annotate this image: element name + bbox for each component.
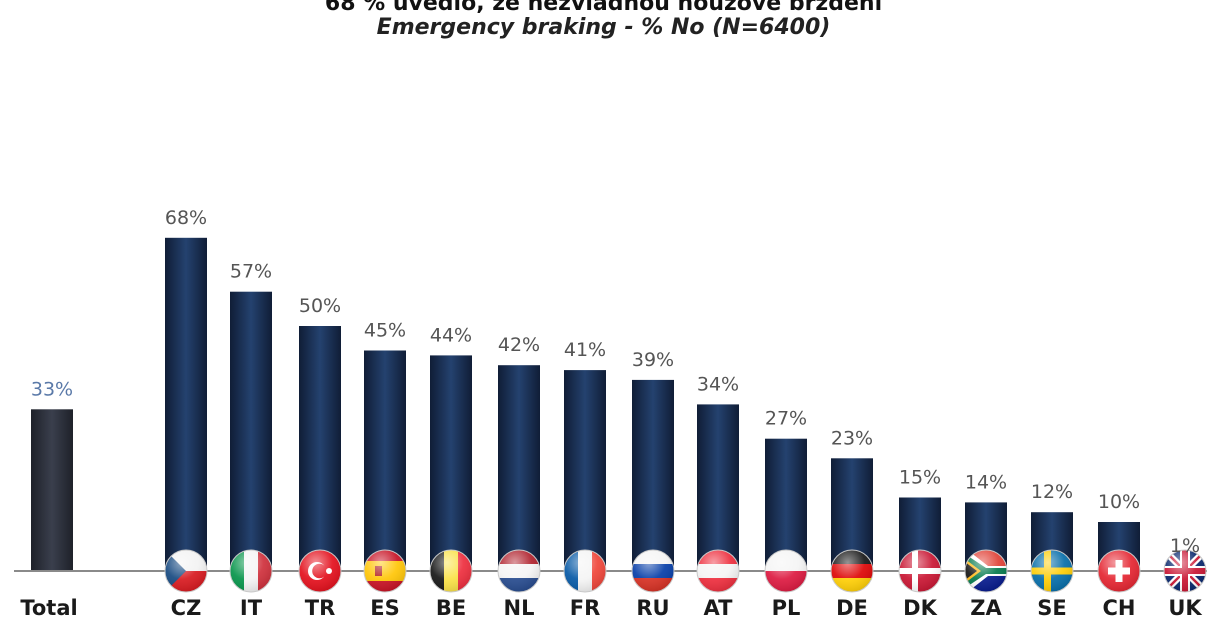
- bar-nl: [498, 365, 540, 571]
- de-flag-icon: [830, 549, 874, 593]
- bar-total: [31, 409, 73, 571]
- value-label-se: 12%: [1031, 481, 1073, 503]
- category-label-dk: DK: [903, 596, 937, 620]
- category-label-fr: FR: [570, 596, 601, 620]
- category-label-at: AT: [704, 596, 734, 620]
- value-label-it: 57%: [230, 261, 272, 283]
- value-label-za: 14%: [965, 471, 1007, 493]
- bar-at: [697, 404, 739, 571]
- value-label-uk: 1%: [1170, 535, 1200, 557]
- be-flag-icon: [429, 549, 473, 593]
- category-label-uk: UK: [1168, 596, 1202, 620]
- dk-flag-icon: [898, 549, 942, 593]
- category-label-be: BE: [436, 596, 466, 620]
- tr-flag-icon: [298, 549, 342, 593]
- category-label-es: ES: [370, 596, 399, 620]
- se-flag-icon: [1030, 549, 1074, 593]
- bar-pl: [765, 438, 807, 571]
- bar-tr: [299, 326, 341, 571]
- value-label-nl: 42%: [498, 334, 540, 356]
- value-label-cz: 68%: [165, 207, 207, 229]
- category-label-ru: RU: [636, 596, 669, 620]
- bar-be: [430, 355, 472, 571]
- bar-it: [230, 291, 272, 571]
- chart-title: Emergency braking - % No (N=6400): [376, 15, 831, 40]
- category-label-tr: TR: [305, 596, 336, 620]
- category-label-cz: CZ: [171, 596, 202, 620]
- uk-flag-icon: [1163, 549, 1207, 593]
- at-flag-icon: [696, 549, 740, 593]
- value-label-pl: 27%: [765, 408, 807, 430]
- bar-ru: [632, 379, 674, 571]
- value-label-fr: 41%: [564, 339, 606, 361]
- category-label-pl: PL: [772, 596, 801, 620]
- bar-es: [364, 350, 406, 571]
- ru-flag-icon: [631, 549, 675, 593]
- za-flag-icon: [964, 549, 1008, 593]
- category-label-ch: CH: [1103, 596, 1136, 620]
- value-label-be: 44%: [430, 324, 472, 346]
- category-label-za: ZA: [970, 596, 1002, 620]
- pl-flag-icon: [764, 549, 808, 593]
- value-label-de: 23%: [831, 427, 873, 449]
- cz-flag-icon: [164, 549, 208, 593]
- bar-cz: [165, 237, 207, 572]
- chart-title-top: 68 % uvedlo, že nezvládnou nouzové brzdě…: [324, 0, 883, 16]
- category-label-de: DE: [836, 596, 868, 620]
- category-label-se: SE: [1037, 596, 1066, 620]
- value-label-es: 45%: [364, 320, 406, 342]
- ch-flag-icon: [1097, 549, 1141, 593]
- category-label-nl: NL: [504, 596, 535, 620]
- value-label-dk: 15%: [899, 467, 941, 489]
- es-flag-icon: [363, 549, 407, 593]
- value-label-at: 34%: [697, 373, 739, 395]
- fr-flag-icon: [563, 549, 607, 593]
- value-label-ru: 39%: [632, 349, 674, 371]
- bar-fr: [564, 370, 606, 571]
- category-label-total: Total: [20, 596, 77, 620]
- category-label-it: IT: [240, 596, 263, 620]
- value-label-tr: 50%: [299, 295, 341, 317]
- nl-flag-icon: [497, 549, 541, 593]
- value-label-ch: 10%: [1098, 491, 1140, 513]
- it-flag-icon: [229, 549, 273, 593]
- value-label-total: 33%: [31, 378, 73, 400]
